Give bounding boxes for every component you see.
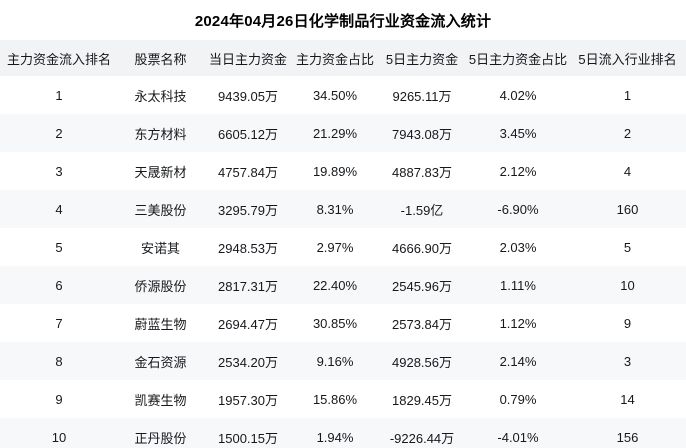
- table-cell: 1.12%: [499, 315, 537, 331]
- table-cell: 6: [55, 277, 63, 293]
- table-cell: 蔚蓝生物: [134, 316, 187, 332]
- table-cell: -9226.44万: [389, 430, 455, 446]
- table-cell: 天晟新材: [134, 164, 187, 180]
- table-row: 2 东方材料 6605.12万 21.29% 7943.08万 3.45% 2: [0, 114, 686, 152]
- table-cell: 2817.31万: [218, 278, 278, 294]
- table-header-row: 主力资金流入排名 股票名称 当日主力资金 主力资金占比 5日主力资金 5日主力资金占比 5日…: [0, 40, 686, 76]
- table-cell: 10: [51, 429, 67, 445]
- table-cell: 4928.56万: [392, 354, 452, 370]
- table-cell: 6605.12万: [218, 126, 278, 142]
- table-cell: -1.59亿: [400, 202, 444, 218]
- table-cell: 3: [623, 353, 632, 369]
- column-header: 5日主力资金: [385, 51, 459, 67]
- table-cell: 金石资源: [134, 354, 187, 370]
- table-row: 8 金石资源 2534.20万 9.16% 4928.56万 2.14% 3: [0, 342, 686, 380]
- table-cell: 1: [55, 87, 63, 103]
- table-cell: 14: [620, 391, 635, 407]
- column-header: 当日主力资金: [208, 51, 287, 67]
- table-cell: -4.01%: [497, 429, 539, 445]
- table-cell: 4757.84万: [218, 164, 278, 180]
- column-header: 股票名称: [134, 51, 187, 67]
- page-title: 2024年04月26日化学制品行业资金流入统计: [194, 12, 492, 30]
- table-row: 10 正丹股份 1500.15万 1.94% -9226.44万 -4.01% 156: [0, 418, 686, 448]
- column-header: 5日流入行业排名: [578, 51, 677, 67]
- table-cell: 160: [616, 201, 639, 217]
- table-cell: 1.11%: [500, 277, 536, 293]
- table-cell: 10: [620, 277, 635, 293]
- table-cell: 7: [55, 315, 63, 331]
- table-cell: 永太科技: [134, 88, 187, 104]
- table-cell: 2.14%: [499, 353, 537, 369]
- column-header: 主力资金流入排名: [6, 51, 111, 67]
- table-cell: 5: [55, 239, 63, 255]
- table-cell: 4666.90万: [392, 240, 452, 256]
- table-cell: 2.03%: [499, 239, 537, 255]
- table-cell: 2.12%: [499, 163, 537, 179]
- table-cell: 8.31%: [316, 201, 354, 217]
- column-header: 5日主力资金占比: [468, 51, 568, 67]
- table-cell: 1500.15万: [218, 430, 278, 446]
- table-cell: 4.02%: [499, 87, 537, 103]
- table-cell: 侨源股份: [134, 278, 187, 294]
- table-cell: 3.45%: [499, 125, 537, 141]
- table-row: 6 侨源股份 2817.31万 22.40% 2545.96万 1.11% 10: [0, 266, 686, 304]
- table-cell: 34.50%: [312, 87, 358, 103]
- table-row: 5 安诺其 2948.53万 2.97% 4666.90万 2.03% 5: [0, 228, 686, 266]
- table-row: 1 永太科技 9439.05万 34.50% 9265.11万 4.02% 1: [0, 76, 686, 114]
- table-cell: 1.94%: [316, 429, 354, 445]
- table-cell: 3295.79万: [218, 202, 278, 218]
- table-cell: 4: [623, 163, 632, 179]
- table-cell: 9265.11万: [392, 88, 452, 104]
- table-cell: 2573.84万: [392, 316, 452, 332]
- table-cell: 2694.47万: [218, 316, 278, 332]
- table-cell: 5: [623, 239, 632, 255]
- table-cell: 0.79%: [499, 391, 537, 407]
- table-cell: 3: [55, 163, 63, 179]
- table-row: 9 凯赛生物 1957.30万 15.86% 1829.45万 0.79% 14: [0, 380, 686, 418]
- table-cell: 东方材料: [134, 126, 187, 142]
- table-cell: 22.40%: [312, 277, 358, 293]
- table-cell: 9.16%: [316, 353, 354, 369]
- table-cell: 2948.53万: [218, 240, 278, 256]
- table-body: 1 永太科技 9439.05万 34.50% 9265.11万 4.02% 1 2 东方材料 66…: [0, 76, 686, 448]
- table-cell: 21.29%: [312, 125, 358, 141]
- table-cell: 4: [55, 201, 63, 217]
- table-cell: 安诺其: [140, 240, 180, 256]
- table-cell: 9: [55, 391, 63, 407]
- table-cell: 2: [55, 125, 63, 141]
- table-cell: 4887.83万: [392, 164, 452, 180]
- table-cell: 2545.96万: [392, 278, 452, 294]
- table-cell: 19.89%: [312, 163, 358, 179]
- table-cell: 2: [623, 125, 632, 141]
- table-cell: 1957.30万: [218, 392, 278, 408]
- table-cell: 156: [616, 429, 639, 445]
- table-cell: 正丹股份: [134, 430, 187, 446]
- table-row: 7 蔚蓝生物 2694.47万 30.85% 2573.84万 1.12% 9: [0, 304, 686, 342]
- table-cell: 8: [55, 353, 63, 369]
- table-cell: 三美股份: [134, 202, 187, 218]
- table-cell: -6.90%: [497, 201, 539, 217]
- table-cell: 9: [623, 315, 632, 331]
- capital-flow-table: 主力资金流入排名 股票名称 当日主力资金 主力资金占比 5日主力资金 5日主力资金占比 5日…: [0, 40, 686, 448]
- table-row: 4 三美股份 3295.79万 8.31% -1.59亿 -6.90% 160: [0, 190, 686, 228]
- column-header: 主力资金占比: [295, 51, 374, 67]
- table-cell: 2.97%: [316, 239, 354, 255]
- table-cell: 凯赛生物: [134, 392, 187, 408]
- table-cell: 30.85%: [312, 315, 358, 331]
- table-row: 3 天晟新材 4757.84万 19.89% 4887.83万 2.12% 4: [0, 152, 686, 190]
- table-cell: 2534.20万: [218, 354, 278, 370]
- table-cell: 1: [623, 87, 632, 103]
- table-cell: 1829.45万: [392, 392, 452, 408]
- table-cell: 7943.08万: [392, 126, 452, 142]
- table-cell: 9439.05万: [218, 88, 278, 104]
- table-cell: 15.86%: [312, 391, 358, 407]
